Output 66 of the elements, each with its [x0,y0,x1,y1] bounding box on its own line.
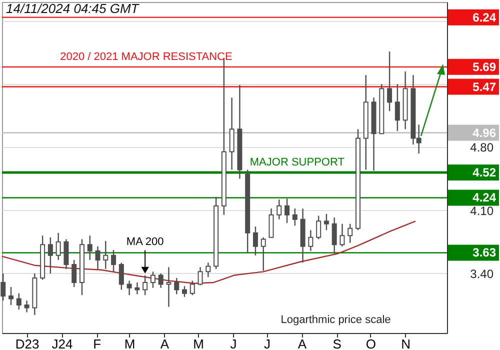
ref-line-label: 6.24 [472,10,496,24]
candlestick [316,215,322,240]
x-tick-label: A [160,336,170,350]
x-tick-label: N [401,336,411,350]
candlestick [72,259,77,288]
y-tick-label: 3.40 [470,266,494,281]
candlestick [142,274,148,296]
candlestick [150,271,156,289]
candlestick [387,51,392,112]
candlestick [64,238,69,270]
candlestick [8,286,14,306]
candlestick [308,230,314,252]
chart-title: 14/11/2024 04:45 GMT [6,1,140,16]
candlestick [24,300,30,313]
x-tick-label: A [298,336,307,350]
candlestick [348,223,353,244]
x-tick-label: S [332,336,342,350]
y-tick-label: 4.10 [470,204,494,218]
candlestick [198,266,203,286]
x-tick-label: J [230,336,237,350]
candlestick [56,232,61,261]
x-tick-label: O [366,336,376,350]
candlestick [324,213,329,231]
x-tick-label: M [124,336,136,350]
candlestick [87,234,92,261]
x-tick-label: J [264,336,270,350]
candlestick [111,249,116,272]
ref-line-label: 4.96 [472,126,496,140]
x-tick-label: J24 [52,336,73,350]
candlestick [126,280,132,296]
y-tick-label: 4.80 [470,140,494,155]
candlestick [182,286,188,298]
candlestick [48,236,53,274]
candlestick [95,246,100,270]
candlestick [16,292,22,310]
candlestick [229,97,234,170]
ref-line-label: 5.69 [472,60,496,74]
candlestick [158,272,164,289]
annotation: MAJOR SUPPORT [250,156,345,168]
x-tick-label: D23 [15,336,40,350]
candlestick [340,223,345,248]
ref-line-label: 4.24 [472,190,496,205]
candlestick [103,240,108,270]
candlestick [260,236,266,272]
ref-line-label: 4.52 [472,165,496,180]
candlestick [332,216,337,254]
candlestick [134,282,140,295]
candlestick [284,198,290,224]
candlestick [166,266,172,308]
ref-line-label: 3.63 [472,246,496,260]
candlestick [292,208,298,226]
candlestick [190,280,195,296]
candlestick [174,277,180,295]
candlestick [118,262,124,290]
candlestick [252,226,258,256]
candlestick [276,198,282,220]
annotation: MA 200 [126,236,164,248]
candlestick [206,262,211,278]
candlestick [394,83,400,132]
x-tick-label: F [93,336,102,350]
annotation: 2020 / 2021 MAJOR RESISTANCE [60,50,232,63]
ref-line-label: 5.47 [472,80,496,94]
x-tick-label: M [193,336,204,350]
annotation: Logarthmic price scale [280,314,391,326]
candlestick [0,272,6,302]
candlestick [268,208,274,238]
